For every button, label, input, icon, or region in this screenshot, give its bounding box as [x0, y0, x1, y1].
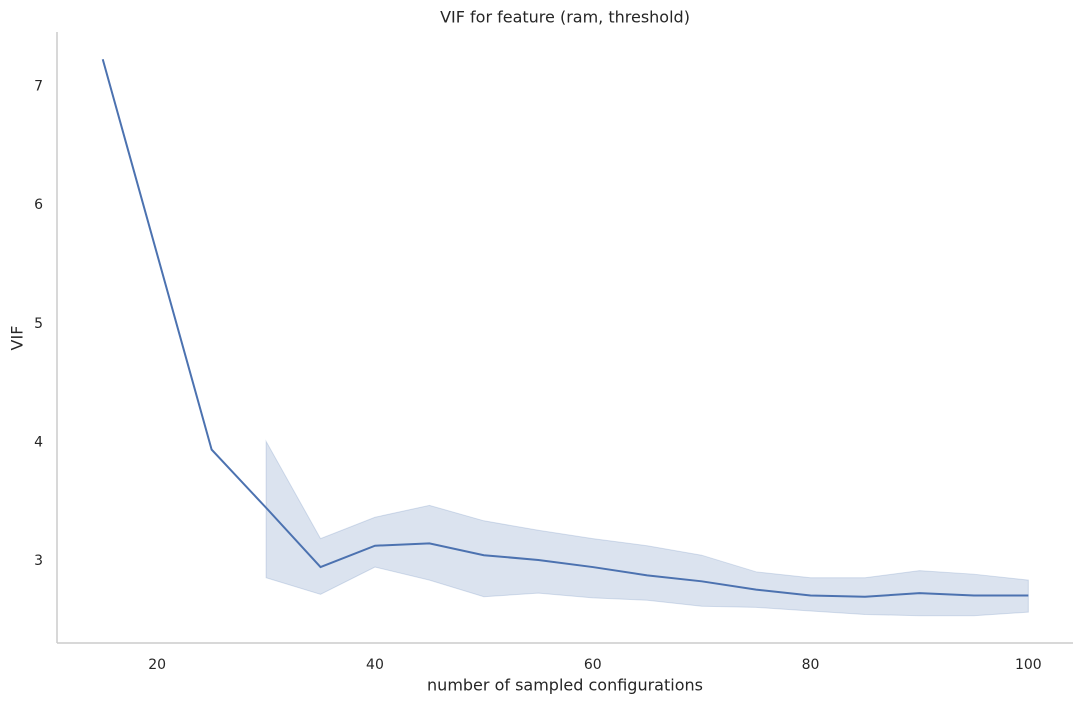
confidence-band — [265, 439, 1029, 617]
x-tick-label: 80 — [802, 657, 820, 673]
chart-title: VIF for feature (ram, threshold) — [440, 8, 690, 27]
y-tick-label: 4 — [34, 434, 43, 450]
x-tick-label: 100 — [1015, 657, 1042, 673]
x-tick-label: 20 — [148, 657, 166, 673]
x-tick-label: 60 — [584, 657, 602, 673]
y-tick-label: 7 — [34, 79, 43, 95]
y-tick-label: 5 — [34, 316, 43, 332]
y-tick-label: 6 — [34, 197, 43, 213]
x-axis-label: number of sampled configurations — [427, 676, 703, 695]
y-axis-label: VIF — [8, 326, 27, 351]
y-tick-label: 3 — [34, 553, 43, 569]
x-tick-label: 40 — [366, 657, 384, 673]
line — [101, 59, 1029, 598]
